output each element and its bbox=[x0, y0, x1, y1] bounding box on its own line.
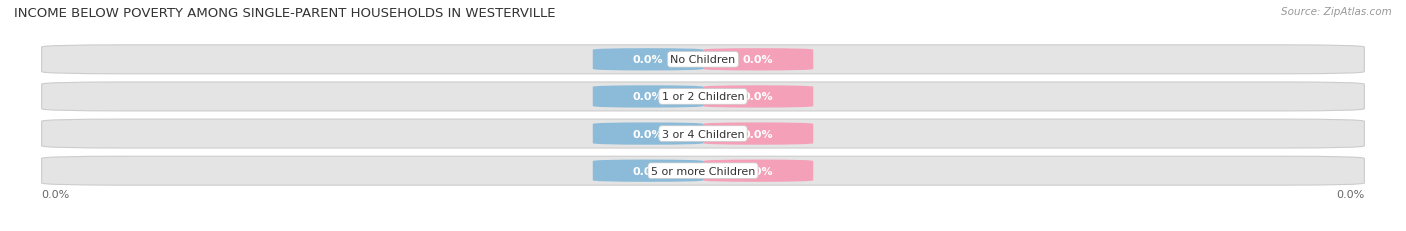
FancyBboxPatch shape bbox=[703, 160, 813, 182]
Text: 0.0%: 0.0% bbox=[633, 55, 664, 65]
Text: No Children: No Children bbox=[671, 55, 735, 65]
FancyBboxPatch shape bbox=[42, 157, 1364, 185]
FancyBboxPatch shape bbox=[703, 49, 813, 71]
Text: 0.0%: 0.0% bbox=[633, 166, 664, 176]
Text: 0.0%: 0.0% bbox=[1336, 189, 1364, 199]
Text: Source: ZipAtlas.com: Source: ZipAtlas.com bbox=[1281, 7, 1392, 17]
FancyBboxPatch shape bbox=[703, 123, 813, 145]
Text: 0.0%: 0.0% bbox=[42, 189, 70, 199]
FancyBboxPatch shape bbox=[593, 160, 703, 182]
Text: 5 or more Children: 5 or more Children bbox=[651, 166, 755, 176]
Text: 0.0%: 0.0% bbox=[742, 55, 773, 65]
Text: 0.0%: 0.0% bbox=[742, 129, 773, 139]
FancyBboxPatch shape bbox=[703, 86, 813, 108]
FancyBboxPatch shape bbox=[593, 123, 703, 145]
Text: 1 or 2 Children: 1 or 2 Children bbox=[662, 92, 744, 102]
Text: 0.0%: 0.0% bbox=[742, 166, 773, 176]
Text: 3 or 4 Children: 3 or 4 Children bbox=[662, 129, 744, 139]
Text: 0.0%: 0.0% bbox=[742, 92, 773, 102]
Text: 0.0%: 0.0% bbox=[633, 129, 664, 139]
Text: INCOME BELOW POVERTY AMONG SINGLE-PARENT HOUSEHOLDS IN WESTERVILLE: INCOME BELOW POVERTY AMONG SINGLE-PARENT… bbox=[14, 7, 555, 20]
FancyBboxPatch shape bbox=[42, 120, 1364, 148]
FancyBboxPatch shape bbox=[593, 86, 703, 108]
FancyBboxPatch shape bbox=[42, 46, 1364, 74]
FancyBboxPatch shape bbox=[593, 49, 703, 71]
FancyBboxPatch shape bbox=[42, 83, 1364, 111]
Text: 0.0%: 0.0% bbox=[633, 92, 664, 102]
